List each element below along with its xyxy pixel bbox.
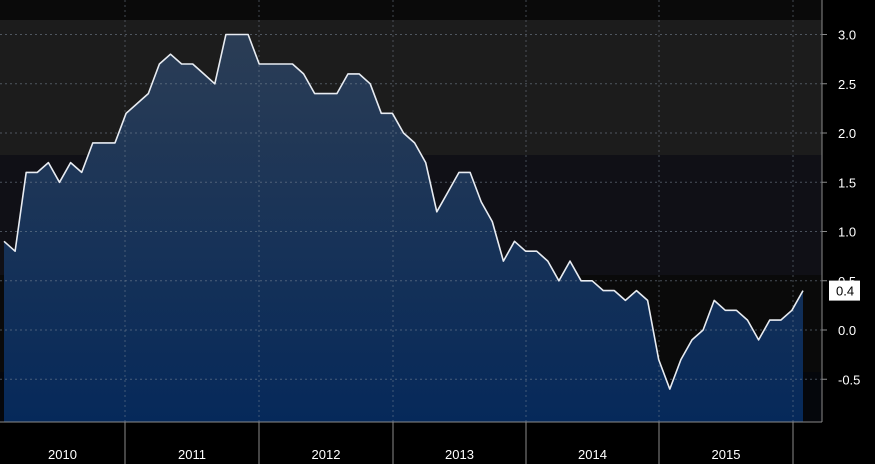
y-tick-label: 3.0 <box>838 28 856 43</box>
series-area <box>4 34 803 422</box>
x-tick-label: 2014 <box>578 447 607 462</box>
x-tick-label: 2010 <box>48 447 77 462</box>
x-tick-label: 2012 <box>312 447 341 462</box>
y-tick-label: 1.0 <box>838 225 856 240</box>
x-tick-label: 2015 <box>712 447 741 462</box>
last-value-label: 0.4 <box>836 284 854 299</box>
y-tick-label: 2.5 <box>838 77 856 92</box>
y-tick-label: -0.5 <box>838 372 860 387</box>
y-tick-label: 2.0 <box>838 126 856 141</box>
x-tick-label: 2013 <box>445 447 474 462</box>
x-axis-ticks: 2010 2011 2012 2013 2014 2015 <box>48 422 794 464</box>
vertical-gridlines <box>124 0 794 422</box>
y-tick-label: 1.5 <box>838 175 856 190</box>
y-tick-label: 0.0 <box>838 323 856 338</box>
horizontal-gridlines <box>0 34 822 380</box>
x-tick-label: 2011 <box>178 447 206 462</box>
series-line <box>3 33 804 390</box>
last-value-box <box>829 280 860 301</box>
last-value-label-group: 0.4 <box>829 280 860 301</box>
y-axis-ticks: 3.02.52.01.51.00.50.0-0.5 <box>822 28 860 387</box>
